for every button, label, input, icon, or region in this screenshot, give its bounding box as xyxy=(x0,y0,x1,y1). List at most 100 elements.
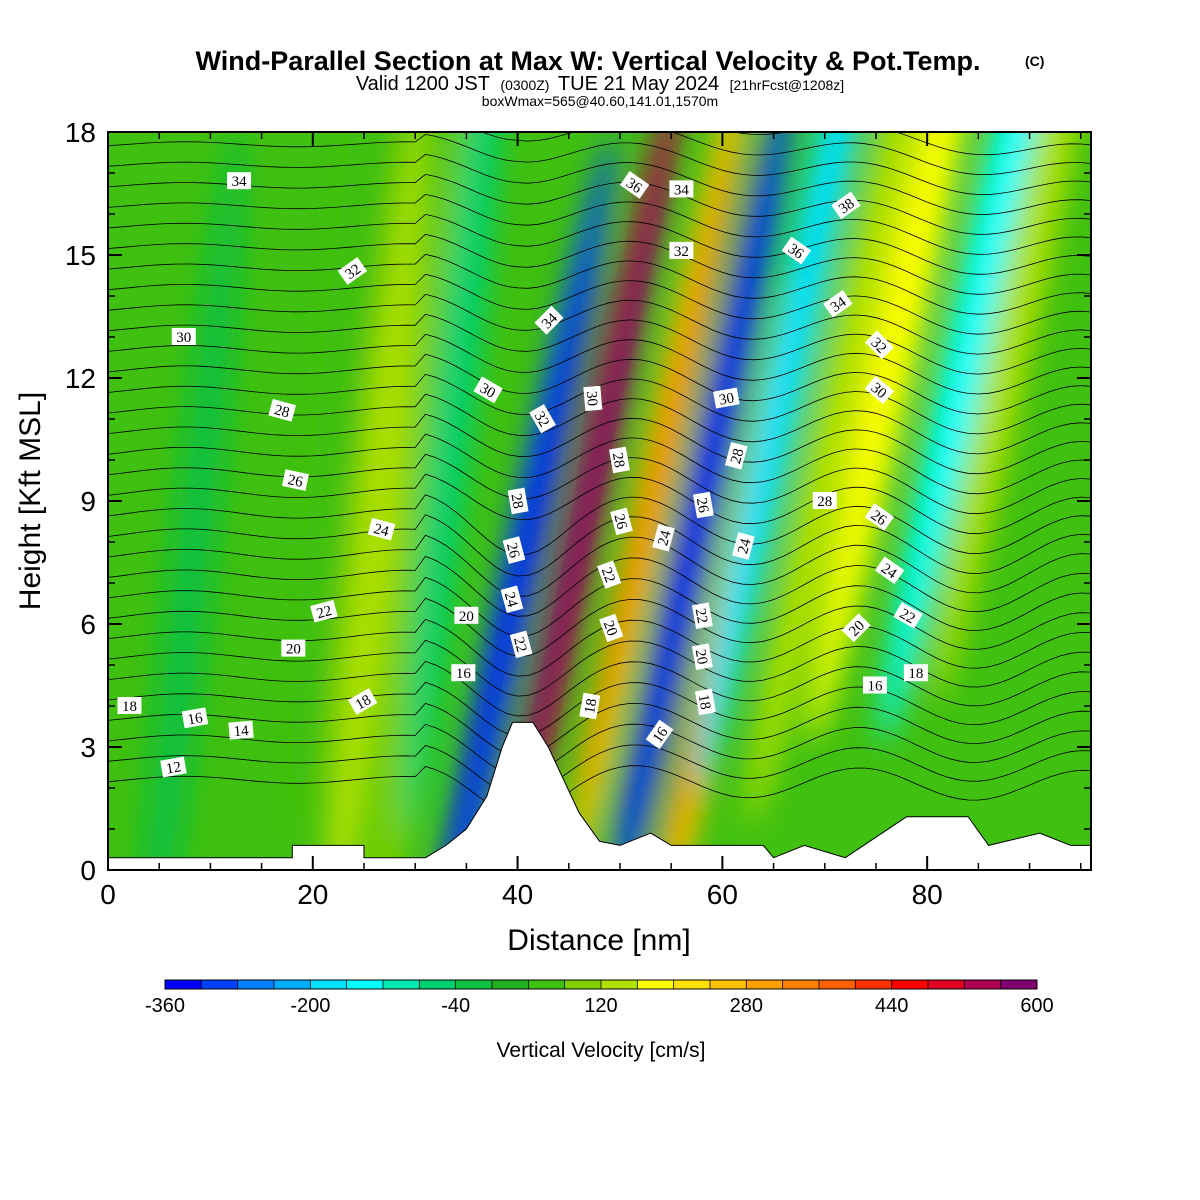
theta-label-box xyxy=(669,241,694,259)
theta-contour-line xyxy=(108,433,1091,495)
theta-label: 20 xyxy=(281,639,306,658)
theta-label-text: 22 xyxy=(897,606,918,627)
theta-label-box xyxy=(713,387,740,409)
theta-label: 36 xyxy=(619,171,650,199)
x-tick-label: 0 xyxy=(100,879,116,910)
theta-contour-line xyxy=(108,173,1091,235)
theta-label: 36 xyxy=(781,236,812,265)
theta-label-text: 24 xyxy=(655,528,674,547)
theta-label-box xyxy=(599,613,624,643)
x-tick-label: 80 xyxy=(912,879,943,910)
theta-contour-line xyxy=(108,313,1091,375)
velocity-band-14 xyxy=(880,132,1076,744)
x-tick-label: 40 xyxy=(502,879,533,910)
theta-label-box xyxy=(645,719,674,750)
subtitle-date: TUE 21 May 2024 xyxy=(558,73,719,95)
theta-label: 24 xyxy=(652,523,675,552)
theta-label: 20 xyxy=(692,643,713,671)
colorbar-swatch xyxy=(673,980,711,989)
theta-contour-line xyxy=(108,453,1091,515)
theta-contour-line xyxy=(108,744,1091,797)
colorbar-swatch xyxy=(637,980,675,989)
theta-label: 32 xyxy=(337,257,368,285)
theta-label-box xyxy=(831,191,861,220)
theta-label-box xyxy=(268,399,296,422)
theta-contour-line xyxy=(108,702,1091,757)
theta-label-box xyxy=(691,602,713,630)
theta-label: 16 xyxy=(181,707,209,729)
theta-label: 16 xyxy=(645,719,674,750)
theta-label: 24 xyxy=(367,517,396,541)
chart-title: Wind-Parallel Section at Max W: Vertical… xyxy=(196,46,981,76)
theta-label: 34 xyxy=(669,180,694,198)
theta-label-text: 30 xyxy=(477,380,498,401)
colorbar-swatch xyxy=(165,980,202,989)
colorbar-swatch xyxy=(964,980,1002,989)
theta-label-box xyxy=(507,487,529,515)
colorbar-swatch xyxy=(782,980,820,989)
theta-label: 18 xyxy=(903,664,928,682)
theta-label: 22 xyxy=(509,630,533,659)
theta-label-text: 26 xyxy=(286,472,304,491)
theta-label: 22 xyxy=(691,602,713,630)
theta-label: 20 xyxy=(841,613,871,643)
theta-label-box xyxy=(864,330,894,360)
theta-label: 18 xyxy=(117,697,142,715)
theta-label-box xyxy=(181,707,209,729)
theta-label-text: 20 xyxy=(286,642,301,658)
theta-label: 24 xyxy=(500,585,524,614)
y-tick-label: 3 xyxy=(80,732,96,763)
theta-label-box xyxy=(864,375,895,405)
colorbar-swatch xyxy=(928,980,965,989)
colorbar-swatch xyxy=(274,980,311,989)
colorbar-tick-label: -40 xyxy=(441,995,470,1017)
theta-label-text: 16 xyxy=(867,679,883,695)
theta-label-box xyxy=(227,172,252,190)
theta-contour-line xyxy=(108,293,1091,355)
theta-label: 22 xyxy=(893,602,923,629)
theta-label-box xyxy=(732,532,755,560)
theta-label: 30 xyxy=(583,385,603,412)
theta-label: 30 xyxy=(171,328,196,346)
theta-label-box xyxy=(652,523,675,552)
theta-label-text: 28 xyxy=(272,402,291,421)
theta-label-box xyxy=(862,676,887,694)
theta-contour-line xyxy=(108,233,1091,295)
theta-label: 28 xyxy=(268,399,296,422)
theta-label-box xyxy=(473,376,503,404)
y-tick-label: 9 xyxy=(80,486,96,517)
theta-label: 30 xyxy=(713,387,740,409)
theta-label: 14 xyxy=(228,720,254,740)
y-tick-label: 6 xyxy=(80,609,96,640)
theta-label: 26 xyxy=(610,507,633,536)
theta-label-box xyxy=(619,171,650,199)
theta-label: 28 xyxy=(724,441,748,470)
subtitle-valid: Valid 1200 JST xyxy=(356,73,490,95)
theta-contour-line xyxy=(108,494,1091,556)
theta-label-text: 12 xyxy=(165,759,183,777)
theta-label: 28 xyxy=(507,487,529,515)
subtitle-zulu: (0300Z) xyxy=(500,77,549,93)
theta-contour-line xyxy=(108,273,1091,335)
theta-label: 16 xyxy=(451,664,476,682)
theta-label: 26 xyxy=(281,469,309,491)
chart-title-tag: (C) xyxy=(1025,53,1044,69)
theta-label-text: 24 xyxy=(501,590,520,609)
theta-label-box xyxy=(864,503,895,531)
theta-label-box xyxy=(724,441,748,470)
theta-contour-line xyxy=(108,473,1091,535)
colorbar-tick-label: 440 xyxy=(875,995,908,1017)
theta-contour-line xyxy=(108,618,1091,677)
theta-contour-line xyxy=(108,660,1091,717)
theta-label-box xyxy=(281,469,309,491)
theta-label-text: 30 xyxy=(583,390,600,406)
theta-contour-line xyxy=(108,373,1091,435)
chart-subtitle: Valid 1200 JST (0300Z) TUE 21 May 2024 [… xyxy=(356,73,844,95)
theta-label-box xyxy=(841,613,871,643)
colorbar-swatch xyxy=(383,980,420,989)
theta-label-text: 34 xyxy=(674,182,690,198)
theta-label-box xyxy=(337,257,368,285)
theta-label: 16 xyxy=(862,676,887,695)
colorbar-swatch xyxy=(419,980,457,989)
